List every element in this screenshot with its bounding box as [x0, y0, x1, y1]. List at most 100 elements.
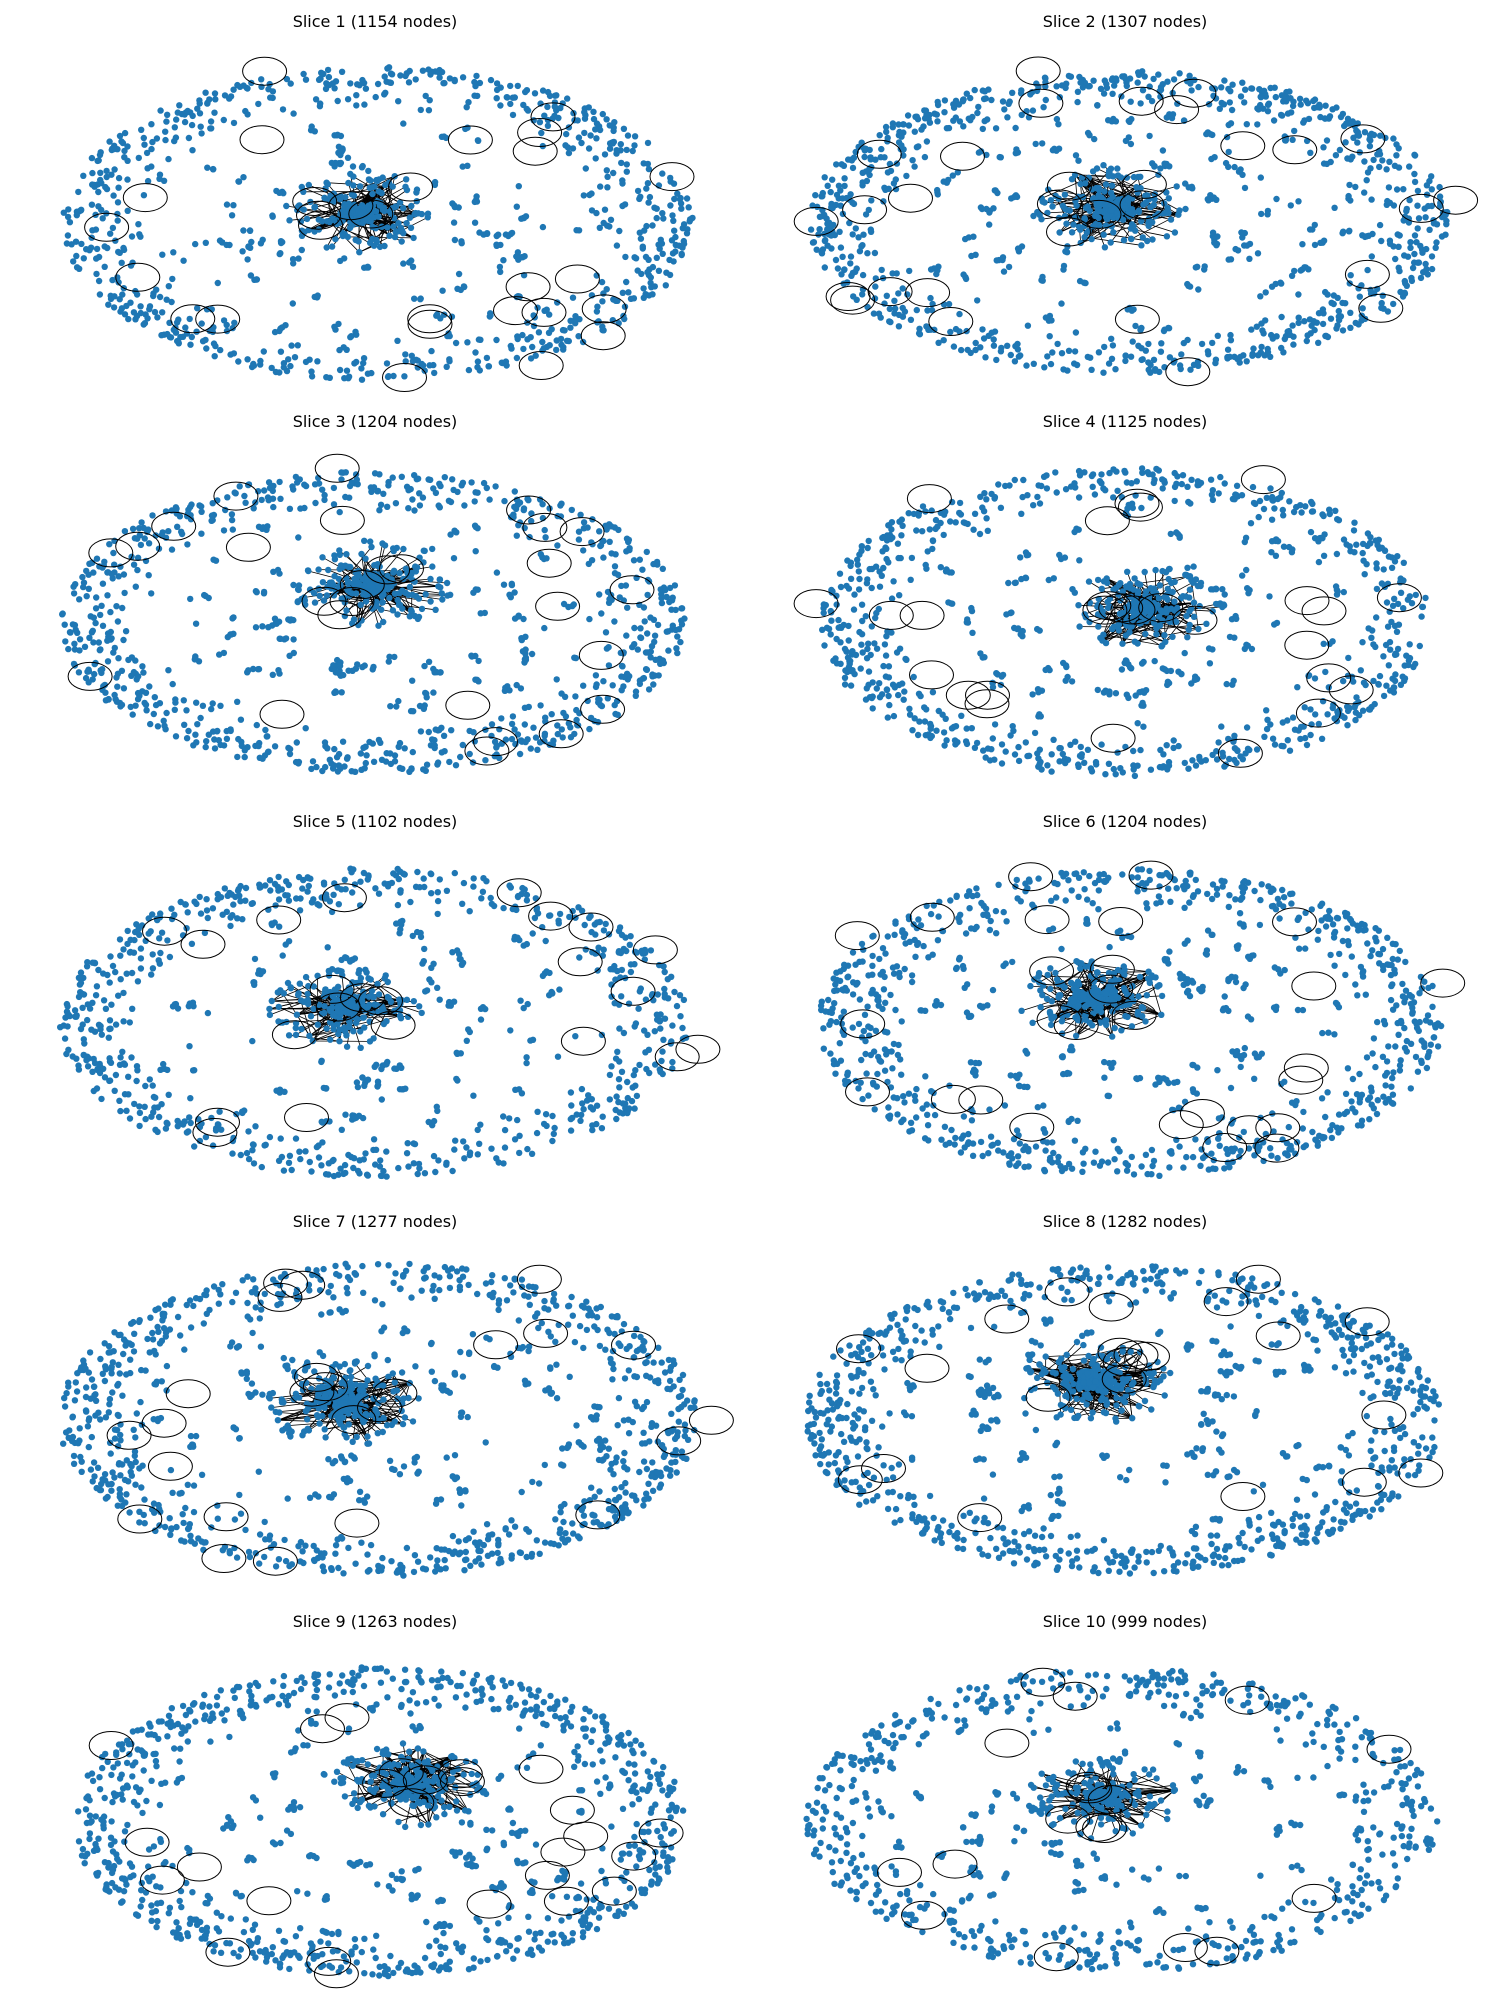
node	[513, 203, 520, 210]
node	[637, 625, 644, 632]
node	[392, 229, 399, 236]
node	[395, 697, 402, 705]
node	[1379, 292, 1386, 299]
node	[72, 626, 79, 633]
node	[919, 528, 926, 535]
node	[515, 522, 522, 529]
node	[425, 66, 432, 73]
node	[263, 733, 270, 740]
node	[223, 201, 231, 208]
node	[849, 231, 856, 238]
node	[346, 224, 354, 232]
node	[541, 526, 548, 534]
node	[260, 588, 268, 596]
node	[1039, 198, 1046, 205]
node	[86, 634, 93, 641]
node	[672, 233, 679, 241]
node	[109, 224, 117, 232]
node	[253, 589, 260, 596]
node	[142, 701, 150, 708]
node	[283, 202, 290, 210]
node	[560, 346, 567, 353]
node	[426, 97, 433, 104]
node	[211, 109, 218, 116]
node	[276, 478, 283, 486]
node	[539, 87, 547, 94]
node	[565, 603, 572, 611]
node	[1324, 291, 1331, 298]
node	[651, 632, 659, 639]
node	[979, 87, 986, 94]
node	[151, 308, 159, 316]
node	[196, 100, 203, 107]
node	[1418, 246, 1426, 253]
node	[171, 124, 178, 131]
node	[1287, 95, 1294, 102]
node	[431, 178, 439, 186]
node	[130, 561, 138, 568]
node	[838, 271, 845, 278]
node	[394, 611, 401, 618]
node	[1192, 264, 1199, 271]
node	[1049, 349, 1056, 356]
node	[376, 471, 383, 478]
node	[1386, 199, 1394, 206]
node	[1122, 357, 1129, 365]
node	[319, 554, 326, 561]
node	[1257, 101, 1264, 109]
node	[352, 590, 360, 597]
node	[819, 193, 826, 200]
node	[319, 579, 327, 586]
node	[418, 605, 426, 613]
node	[1075, 157, 1082, 164]
node	[596, 696, 603, 703]
node	[482, 726, 489, 733]
node	[1074, 98, 1081, 106]
node	[1220, 101, 1228, 108]
node	[1363, 177, 1370, 184]
node	[361, 662, 368, 669]
node	[350, 182, 357, 189]
node	[1188, 87, 1195, 94]
node	[958, 346, 965, 354]
node	[513, 253, 520, 260]
node	[265, 497, 272, 504]
node	[1164, 78, 1171, 85]
node	[593, 209, 600, 217]
node	[945, 300, 953, 308]
node	[269, 671, 276, 678]
node	[164, 111, 171, 119]
node	[528, 517, 535, 525]
node	[947, 328, 954, 336]
node	[508, 580, 515, 587]
node	[541, 112, 548, 119]
node	[592, 155, 599, 162]
node	[514, 335, 521, 343]
node	[80, 172, 87, 179]
node	[283, 367, 291, 375]
node	[1242, 86, 1249, 93]
node	[297, 218, 305, 225]
node	[618, 662, 626, 670]
node	[244, 356, 251, 363]
node	[1227, 120, 1235, 127]
self-loop	[512, 136, 558, 166]
node	[911, 163, 918, 170]
node	[1420, 269, 1427, 276]
node	[247, 272, 255, 279]
node	[343, 367, 351, 374]
node	[925, 326, 932, 333]
node	[392, 500, 400, 507]
node	[859, 271, 867, 279]
node	[629, 147, 636, 155]
node	[315, 566, 322, 573]
node	[1248, 85, 1256, 92]
node	[192, 731, 199, 738]
node	[839, 253, 846, 260]
node	[1097, 85, 1105, 93]
node	[592, 126, 599, 133]
node	[347, 215, 354, 222]
node	[610, 138, 618, 146]
node	[165, 155, 172, 163]
node	[311, 128, 318, 135]
